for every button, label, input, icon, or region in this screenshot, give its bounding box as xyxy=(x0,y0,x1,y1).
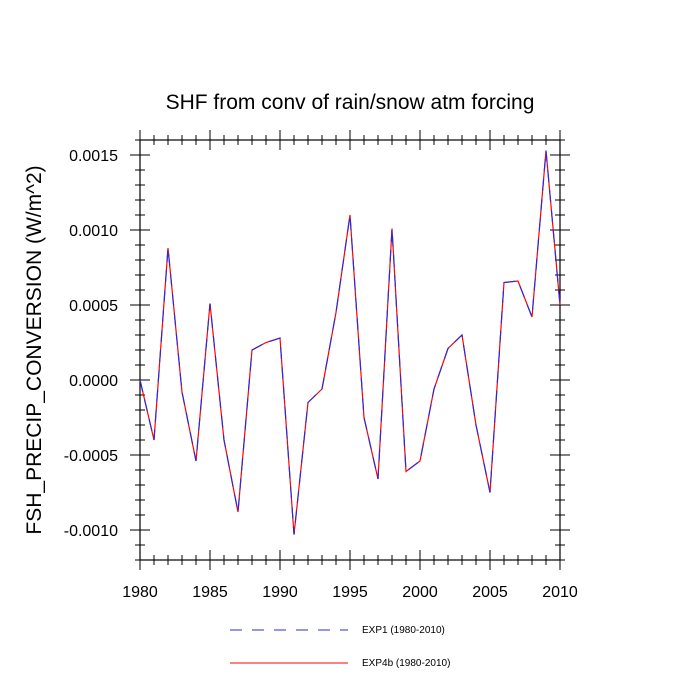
chart-title: SHF from conv of rain/snow atm forcing xyxy=(166,91,535,114)
x-tick-label: 1980 xyxy=(122,584,158,601)
legend-label-exp4b: EXP4b (1980-2010) xyxy=(362,658,450,669)
x-tick-labels: 1980 1985 1990 1995 2000 2005 2010 xyxy=(122,584,578,601)
y-tick-label: 0.0000 xyxy=(69,373,118,390)
series-line-exp1 xyxy=(139,150,561,535)
x-tick-label: 1995 xyxy=(332,584,368,601)
x-tick-label: 2010 xyxy=(542,584,578,601)
axis-ticks xyxy=(130,130,570,570)
legend: EXP1 (1980-2010) EXP4b (1980-2010) xyxy=(230,625,450,669)
y-tick-label: 0.0010 xyxy=(69,223,118,240)
series-lines xyxy=(139,150,561,535)
y-tick-label: -0.0005 xyxy=(64,448,118,465)
x-tick-label: 1990 xyxy=(262,584,298,601)
y-axis-label: FSH_PRECIP_CONVERSION (W/m^2) xyxy=(23,165,46,534)
y-tick-label: 0.0015 xyxy=(69,148,118,165)
x-tick-label: 2005 xyxy=(472,584,508,601)
legend-label-exp1: EXP1 (1980-2010) xyxy=(362,625,445,636)
y-tick-label: -0.0010 xyxy=(64,523,118,540)
y-tick-labels: -0.0010 -0.0005 0.0000 0.0005 0.0010 0.0015 xyxy=(64,148,118,540)
x-tick-label: 1985 xyxy=(192,584,228,601)
x-tick-label: 2000 xyxy=(402,584,438,601)
series-line-exp4b xyxy=(139,150,561,535)
plot-frame xyxy=(139,139,561,561)
y-tick-label: 0.0005 xyxy=(69,298,118,315)
